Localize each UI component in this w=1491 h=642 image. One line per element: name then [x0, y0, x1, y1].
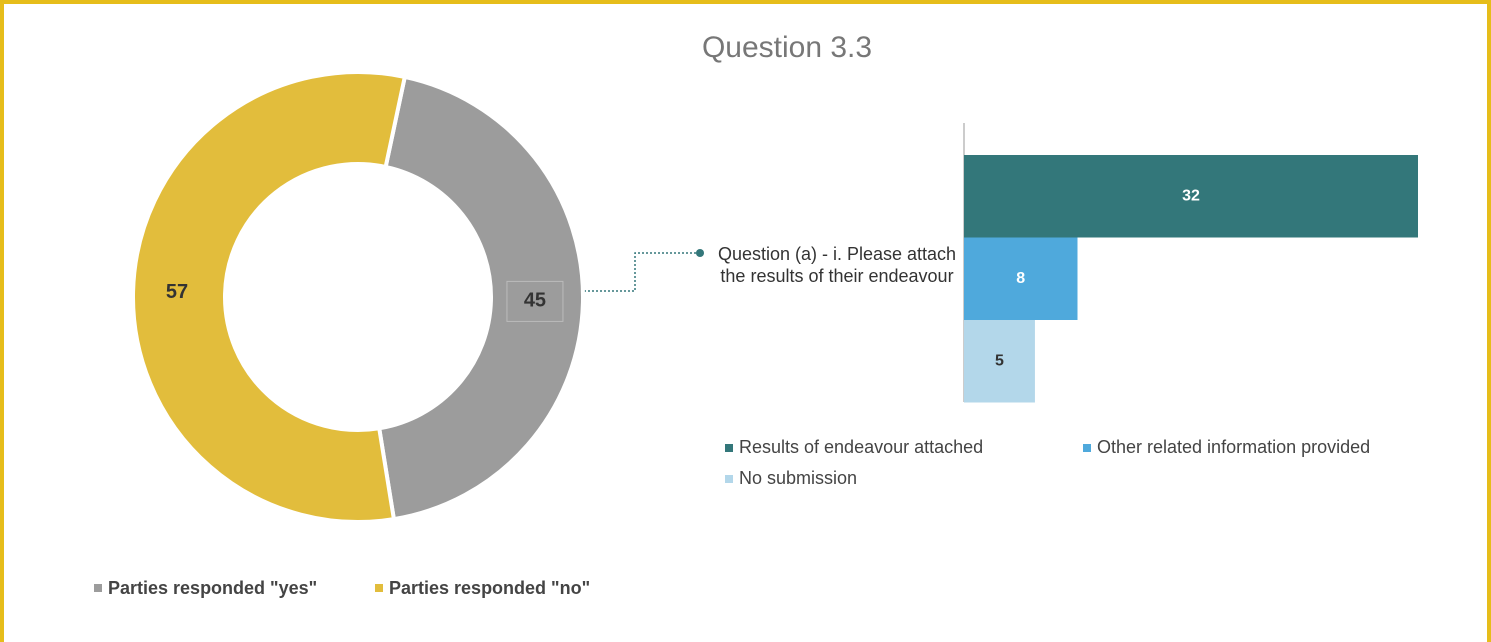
data-label-box — [506, 280, 564, 322]
callout-connector — [568, 252, 700, 292]
donut-slice — [376, 74, 585, 522]
legend-label: Parties responded "yes" — [108, 578, 317, 598]
data-label: 8 — [1016, 270, 1025, 287]
legend-swatch — [725, 475, 733, 483]
legend-label: No submission — [739, 468, 857, 488]
bar — [964, 237, 1078, 320]
data-label: 5 — [995, 352, 1004, 369]
bar — [964, 320, 1035, 403]
data-label: 45 — [524, 290, 546, 312]
bar — [964, 155, 1418, 238]
legend-swatch — [375, 584, 383, 592]
page-title: Question 3.3 — [702, 31, 872, 64]
donut-slice — [131, 70, 408, 524]
legend-label: Parties responded "no" — [389, 578, 590, 598]
data-label: 57 — [166, 281, 188, 303]
data-label: 32 — [1182, 187, 1200, 204]
legend-label: Other related information provided — [1097, 437, 1370, 457]
legend-swatch — [94, 584, 102, 592]
legend-swatch — [1083, 444, 1091, 452]
legend-label: Results of endeavour attached — [739, 437, 983, 457]
callout-dot — [696, 249, 704, 257]
category-label: Question (a) - i. Please attach the resu… — [717, 244, 957, 286]
legend-swatch — [725, 444, 733, 452]
